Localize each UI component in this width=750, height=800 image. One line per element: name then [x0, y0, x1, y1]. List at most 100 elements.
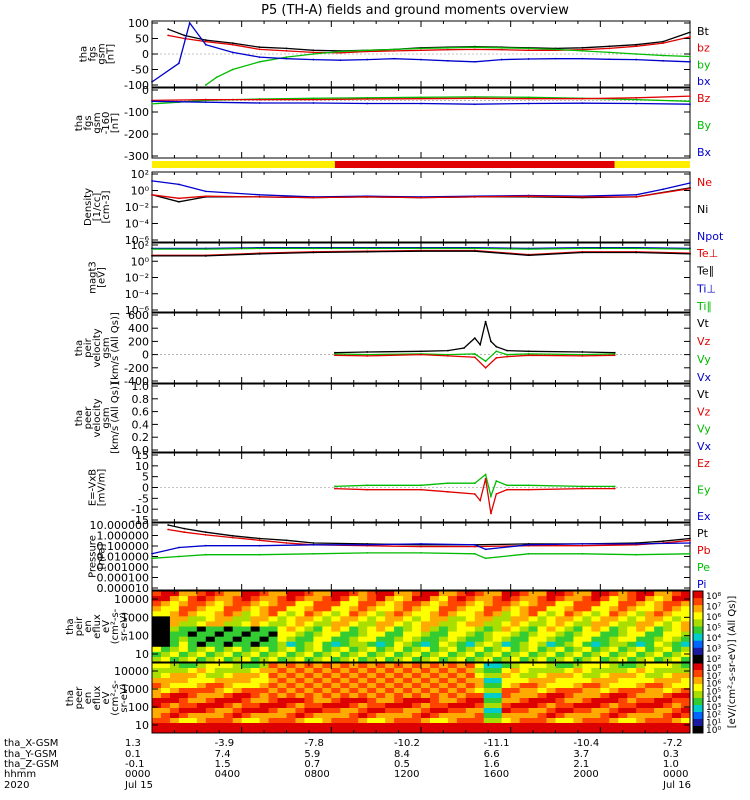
spectrogram-cell — [223, 641, 234, 648]
y-tick-label: 10⁰ — [131, 255, 150, 268]
spectrogram-cell — [250, 723, 261, 729]
spectrogram-cell — [223, 693, 234, 699]
colorbar-cell — [693, 726, 703, 734]
spectrogram-cell — [196, 621, 207, 627]
spectrogram-cell — [681, 723, 691, 729]
spectrogram-cell — [564, 713, 574, 719]
spectrogram-cell — [277, 641, 287, 648]
spectrogram-cell — [340, 631, 350, 638]
spectrogram-cell — [654, 688, 664, 694]
spectrogram-cell — [618, 596, 628, 602]
spectrogram-cell — [519, 703, 530, 709]
spectrogram-cell — [349, 601, 359, 607]
spectrogram-cell — [609, 723, 619, 729]
spectrogram-cell — [564, 641, 574, 648]
spectrogram-cell — [618, 718, 628, 724]
spectrogram-cell — [573, 713, 583, 719]
spectrogram-cell — [483, 703, 494, 709]
spectrogram-cell — [169, 718, 180, 724]
spectrogram-cell — [277, 663, 287, 669]
spectrogram-cell — [681, 703, 691, 709]
spectrogram-cell — [152, 673, 162, 679]
spectrogram-cell — [358, 641, 368, 648]
spectrogram-cell — [663, 673, 673, 679]
spectrogram-cell — [403, 703, 413, 709]
spectrogram-cell — [205, 626, 216, 633]
spectrogram-cell — [591, 723, 601, 729]
y-tick-label: 1.000000 — [97, 530, 150, 543]
data-point — [366, 98, 369, 100]
spectrogram-cell — [178, 673, 189, 679]
y-tick-label: 100 — [128, 17, 149, 30]
spectrogram-cell — [241, 646, 252, 653]
spectrogram-cell — [304, 646, 314, 653]
spectrogram-cell — [178, 596, 189, 602]
spectrogram-cell — [286, 688, 296, 694]
data-point — [527, 49, 530, 52]
spectrogram-cell — [573, 673, 583, 679]
spectrogram-cell — [331, 596, 341, 602]
data-point — [527, 350, 530, 353]
legend-entry: Te⊥ — [696, 247, 718, 260]
spectrogram-cell — [187, 703, 198, 709]
legend-entry: Pi — [697, 578, 706, 591]
spectrogram-cell — [582, 636, 592, 643]
spectrogram-cell — [250, 718, 261, 724]
data-point — [151, 180, 153, 182]
spectrogram-cell — [681, 646, 691, 653]
spectrogram-cell — [196, 718, 207, 724]
spectrogram-cell — [492, 693, 503, 699]
spectrogram-cell — [232, 641, 243, 648]
spectrogram-cell — [492, 591, 503, 597]
spectrogram-cell — [367, 636, 377, 643]
colorbar-tick-label: 10⁶ — [706, 613, 721, 623]
y-axis-label: peer — [74, 686, 85, 710]
spectrogram-cell — [313, 703, 323, 709]
spectrogram-cell — [295, 631, 305, 638]
spectrogram-cell — [250, 673, 261, 679]
spectrogram-cell — [367, 621, 377, 627]
spectrogram-cell — [376, 651, 386, 658]
data-point — [581, 351, 584, 353]
spectrogram-cell — [304, 636, 314, 643]
data-point — [420, 350, 422, 353]
spectrogram-cell — [286, 718, 296, 724]
data-point — [420, 102, 422, 105]
spectrogram-cell — [546, 641, 556, 648]
spectrogram-cell — [313, 651, 323, 658]
spectrogram-cell — [483, 646, 494, 653]
spectrogram-cell — [600, 718, 610, 724]
spectrogram-cell — [277, 616, 287, 622]
y-axis-label: tha — [79, 46, 90, 62]
spectrogram-cell — [627, 673, 637, 679]
spectrogram-cell — [421, 606, 431, 612]
spectrogram-cell — [205, 708, 216, 714]
spectrogram-cell — [474, 693, 485, 699]
spectrogram-cell — [322, 631, 332, 638]
spectrogram-cell — [232, 728, 243, 734]
spectrogram-cell — [403, 621, 413, 627]
spectrogram-cell — [214, 678, 225, 684]
spectrogram-cell — [403, 718, 413, 724]
spectrogram-cell — [429, 698, 440, 704]
panel-frame-peir-velocity — [151, 312, 691, 384]
data-point — [285, 50, 288, 52]
spectrogram-cell — [205, 703, 216, 709]
spectrogram-cell — [376, 641, 386, 648]
x-tick-value: 1600 — [484, 769, 509, 780]
data-point — [608, 47, 611, 50]
spectrogram-cell — [456, 651, 467, 658]
spectrogram-cell — [241, 591, 252, 597]
spectrogram-cell — [564, 651, 574, 658]
x-row-label: hhmm — [4, 769, 36, 780]
spectrogram-cell — [627, 703, 637, 709]
spectrogram-cell — [286, 606, 296, 612]
spectrogram-cell — [438, 708, 449, 714]
spectrogram-cell — [340, 668, 350, 674]
spectrogram-cell — [403, 636, 413, 643]
spectrogram-cell — [187, 611, 198, 617]
spectrogram-cell — [196, 728, 207, 734]
colorbar-cell — [693, 647, 703, 656]
spectrogram-cell — [259, 713, 270, 719]
